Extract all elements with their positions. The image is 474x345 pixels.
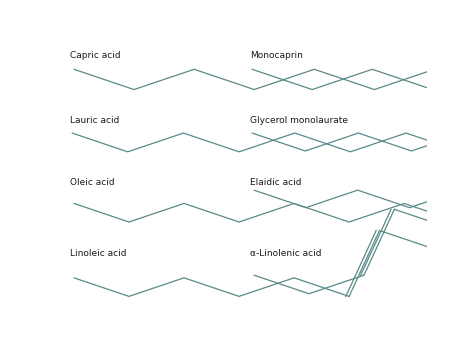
Text: Lauric acid: Lauric acid <box>70 116 119 125</box>
Text: Capric acid: Capric acid <box>70 51 121 60</box>
Text: Glycerol monolaurate: Glycerol monolaurate <box>250 116 348 125</box>
Text: Oleic acid: Oleic acid <box>70 178 115 187</box>
Text: α-Linolenic acid: α-Linolenic acid <box>250 249 322 258</box>
Text: Monocaprin: Monocaprin <box>250 51 303 60</box>
Text: Elaidic acid: Elaidic acid <box>250 178 302 187</box>
Text: Linoleic acid: Linoleic acid <box>70 249 127 258</box>
